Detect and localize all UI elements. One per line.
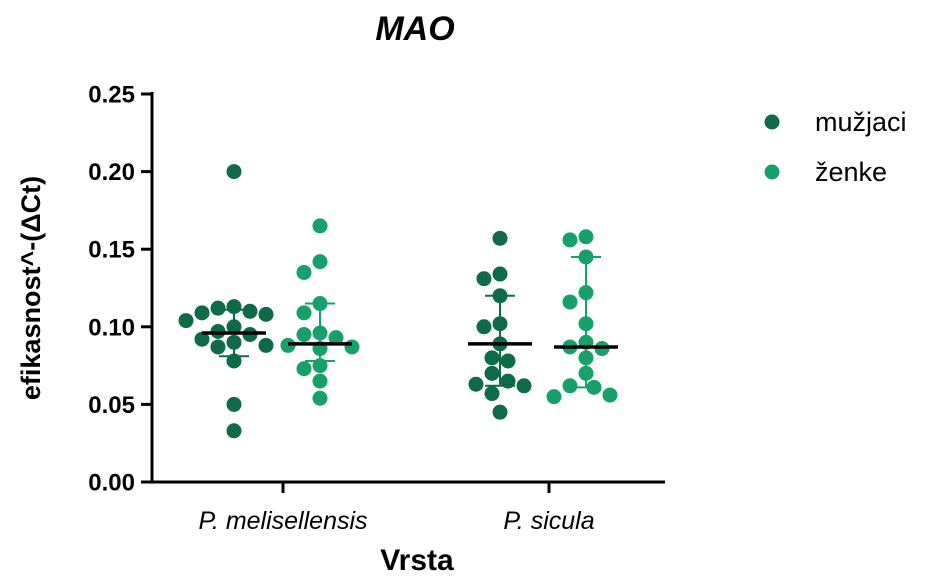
data-point [500, 353, 516, 369]
data-point [516, 378, 532, 394]
data-point [484, 365, 500, 381]
data-marks [178, 164, 618, 439]
data-point [210, 339, 226, 355]
chart-title: MAO [375, 10, 454, 48]
data-point [296, 264, 312, 280]
data-point [242, 303, 258, 319]
data-point [468, 376, 484, 392]
data-point [492, 404, 508, 420]
legend-marker [764, 114, 780, 130]
data-point [210, 300, 226, 316]
data-point [226, 423, 242, 439]
data-point [312, 254, 328, 270]
data-point [312, 373, 328, 389]
data-point [178, 313, 194, 329]
y-tick-label: 0.10 [88, 314, 135, 341]
data-point [578, 229, 594, 245]
data-point [492, 266, 508, 282]
data-point [296, 305, 312, 321]
data-point [484, 350, 500, 366]
x-axis-label: Vrsta [380, 544, 454, 577]
legend-label: ženke [815, 157, 887, 187]
data-point [344, 339, 360, 355]
legend-marker [764, 164, 780, 180]
data-point [258, 306, 274, 322]
data-point [226, 164, 242, 180]
y-tick-label: 0.00 [88, 470, 135, 497]
tick-labels: 0.00 0.05 0.10 0.15 0.20 0.25 P. melisellensis… [88, 82, 594, 536]
data-point [492, 230, 508, 246]
data-point [312, 390, 328, 406]
y-tick-label: 0.20 [88, 159, 135, 186]
data-point [562, 294, 578, 310]
x-tick-label: P. sicula [503, 507, 594, 535]
data-point [312, 218, 328, 234]
data-point [296, 327, 312, 343]
data-point [546, 389, 562, 405]
y-tick-label: 0.15 [88, 237, 135, 264]
data-point [194, 305, 210, 321]
data-point [562, 378, 578, 394]
data-point [328, 330, 344, 346]
data-point [258, 337, 274, 353]
y-tick-label: 0.05 [88, 392, 135, 419]
data-point [296, 361, 312, 377]
data-point [484, 386, 500, 402]
y-axis-label: efikasnost^-(ΔCt) [16, 176, 46, 400]
data-point [602, 387, 618, 403]
legend-label: mužjaci [815, 107, 907, 137]
y-tick-label: 0.25 [88, 82, 135, 109]
legend: mužjaci ženke [764, 107, 907, 187]
data-point [562, 232, 578, 248]
axes [141, 92, 665, 493]
data-point [476, 271, 492, 287]
x-tick-label: P. melisellensis [198, 507, 367, 535]
data-point [226, 396, 242, 412]
data-point [476, 319, 492, 335]
data-point [194, 331, 210, 347]
